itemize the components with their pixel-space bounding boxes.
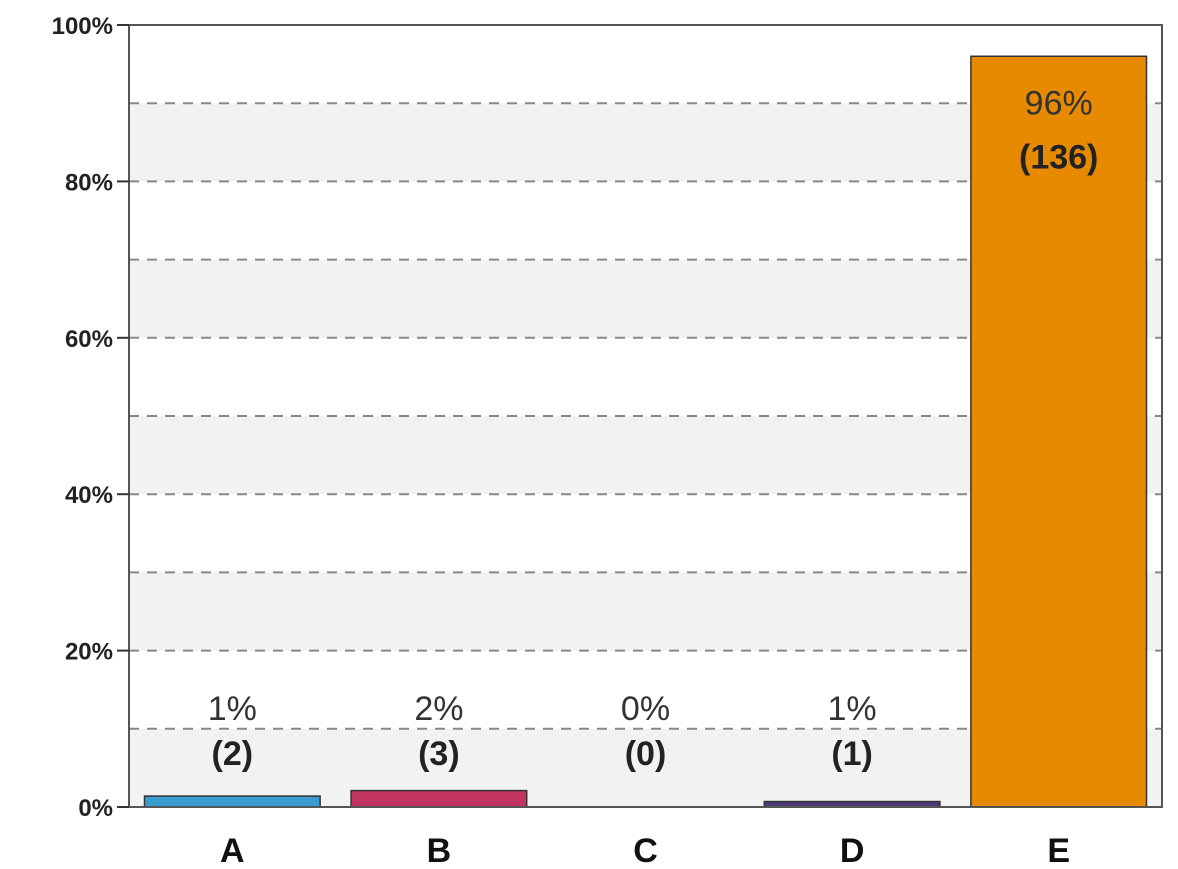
data-label-percent: 2% xyxy=(414,690,463,728)
y-axis: 0% 20% 40% 60% 80% 100% xyxy=(52,13,129,822)
data-label-count: (1) xyxy=(831,735,873,773)
data-label-count: (0) xyxy=(625,735,667,773)
data-label-percent: 96% xyxy=(1025,84,1093,122)
x-tick-label: A xyxy=(220,832,245,869)
y-tick-label: 20% xyxy=(65,639,113,666)
y-tick-label: 60% xyxy=(65,326,113,353)
y-tick-label: 0% xyxy=(78,795,113,822)
bar-e xyxy=(970,55,1148,808)
bar-a xyxy=(143,795,321,808)
x-tick-label: B xyxy=(427,832,452,869)
x-tick-label: E xyxy=(1047,832,1070,869)
y-tick-label: 100% xyxy=(52,13,113,40)
data-label-percent: 1% xyxy=(208,690,257,728)
x-tick-label: C xyxy=(633,832,658,869)
bar-b xyxy=(350,789,528,808)
x-tick-label: D xyxy=(840,832,865,869)
y-tick-label: 80% xyxy=(65,169,113,196)
data-labels: 1% (2) 2% (3) 0% (0) 1% (1) 96% (136) xyxy=(208,84,1099,773)
data-label-count: (2) xyxy=(212,735,254,773)
data-label-count: (136) xyxy=(1019,138,1098,176)
x-axis: A B C D E xyxy=(220,832,1070,869)
data-label-percent: 0% xyxy=(621,690,670,728)
data-label-percent: 1% xyxy=(828,690,877,728)
y-tick-label: 40% xyxy=(65,482,113,509)
plot-frame xyxy=(128,24,1163,808)
data-label-count: (3) xyxy=(418,735,460,773)
bars xyxy=(143,55,1148,808)
